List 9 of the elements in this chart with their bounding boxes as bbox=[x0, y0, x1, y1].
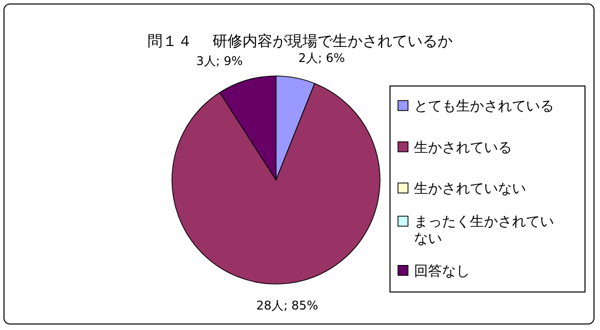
legend-label: まったく生かされていない bbox=[414, 214, 554, 248]
legend-label: 回答なし bbox=[414, 263, 470, 280]
legend-label: とても生かされている bbox=[414, 98, 554, 115]
chart-title: 問１４ 研修内容が現場で生かされているか bbox=[148, 32, 452, 50]
data-label: 28人; 85% bbox=[256, 298, 318, 312]
legend-label: 生かされていない bbox=[414, 181, 526, 197]
legend-label: 生かされている bbox=[414, 140, 512, 156]
data-label: 2人; 6% bbox=[298, 51, 345, 66]
data-label: 3人; 9% bbox=[196, 54, 243, 68]
